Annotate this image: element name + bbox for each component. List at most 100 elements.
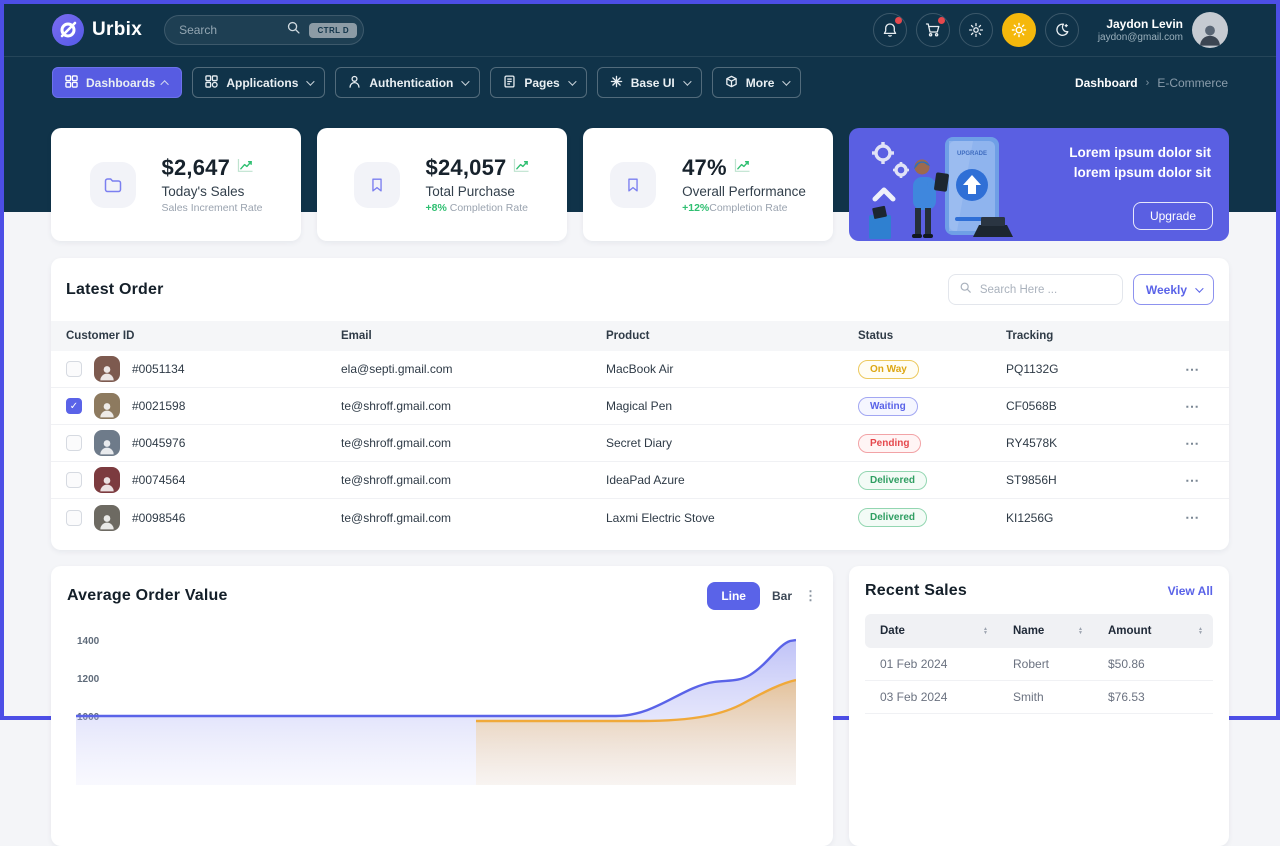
upgrade-illustration: UPGRADE (869, 137, 1013, 239)
tracking-code: CF0568B (1006, 399, 1057, 413)
order-table-row: #0045976 te@shroff.gmail.com Secret Diary P… (51, 425, 1229, 462)
sales-table-row: 01 Feb 2024 Robert $50.86 (865, 648, 1213, 681)
more-box-icon (725, 75, 738, 91)
row-actions-button[interactable]: ⋯ (1185, 509, 1200, 525)
notifications-button[interactable] (872, 13, 907, 47)
search-shortcut-badge: CTRL D (309, 22, 358, 38)
brand-logo[interactable]: Urbix (52, 14, 142, 46)
breadcrumb-dashboard[interactable]: Dashboard (1074, 75, 1138, 90)
bookmark-icon (353, 161, 400, 208)
upgrade-button[interactable]: Upgrade (1132, 202, 1213, 230)
row-actions-button[interactable]: ⋯ (1185, 434, 1200, 451)
average-order-value-card: Average Order Value Line Bar ⋮ 140012001… (51, 566, 833, 846)
nav-more[interactable]: More (711, 67, 802, 98)
row-checkbox[interactable] (66, 472, 82, 488)
col-tracking: Tracking (1006, 330, 1054, 342)
recent-sales-title: Recent Sales (865, 582, 968, 599)
sale-amount: $50.86 (1108, 657, 1145, 671)
customer-id: #0074564 (132, 473, 186, 487)
cart-dot (937, 17, 945, 24)
stat-label: Today's Sales (161, 184, 245, 199)
col-email: Email (341, 330, 372, 342)
user-name: Jaydon Levin (1106, 17, 1183, 31)
user-info[interactable]: Jaydon Levin jaydon@gmail.com (1098, 17, 1183, 43)
sort-icon[interactable]: ▲ ▼ (1198, 626, 1203, 636)
row-actions-button[interactable]: ⋯ (1185, 360, 1200, 377)
dashboards-grid-icon (65, 74, 78, 91)
dark-mode-toggle[interactable] (1044, 13, 1079, 47)
trend-up-icon (734, 158, 751, 178)
col-date[interactable]: Date ▲ ▼ (880, 625, 988, 637)
stat-value: $24,057 (425, 155, 507, 180)
sales-table-header: Date ▲ ▼ Name ▲ ▼ Amount ▲ ▼ (865, 614, 1213, 648)
nav-base-ui[interactable]: Base UI (596, 67, 702, 98)
latest-order-title: Latest Order (66, 280, 164, 298)
chart-toggle-bar[interactable]: Bar (771, 589, 792, 603)
customer-email: te@shroff.gmail.com (341, 436, 451, 450)
order-search[interactable] (947, 274, 1123, 305)
tracking-code: RY4578K (1006, 436, 1058, 450)
status-badge: Pending (858, 433, 922, 453)
row-checkbox[interactable]: ✓ (66, 398, 82, 414)
col-amount[interactable]: Amount ▲ ▼ (1108, 625, 1203, 637)
customer-id: #0098546 (132, 510, 186, 525)
customer-email: ela@septi.gmail.com (341, 362, 453, 376)
row-actions-button[interactable]: ⋯ (1185, 397, 1200, 414)
nav-authentication[interactable]: Authentication (335, 67, 481, 98)
stat-sublabel: +12%Completion Rate (682, 202, 788, 214)
chevron-down-icon (461, 76, 471, 86)
row-checkbox[interactable] (66, 509, 82, 526)
brand-name: Urbix (92, 19, 143, 40)
col-product: Product (606, 330, 650, 342)
search-icon (286, 20, 301, 40)
row-checkbox[interactable] (66, 361, 82, 377)
view-all-link[interactable]: View All (1167, 584, 1213, 598)
y-axis-tick: 1400 (77, 636, 100, 647)
page-content: $2,647 Today's Sales Sales Increment Rat… (4, 128, 1276, 846)
stat-sublabel: Sales Increment Rate (161, 202, 263, 214)
customer-avatar (94, 467, 120, 493)
light-mode-toggle[interactable] (1001, 13, 1036, 47)
sales-table-row: 03 Feb 2024 Smith $76.53 (865, 681, 1213, 714)
brand-logo-icon (52, 14, 84, 46)
search-icon (959, 281, 972, 299)
chevron-down-icon (782, 76, 792, 86)
global-search-input[interactable] (179, 23, 279, 37)
row-actions-button[interactable]: ⋯ (1185, 471, 1200, 488)
customer-avatar (94, 393, 120, 419)
nav-dashboards[interactable]: Dashboards (52, 67, 183, 98)
col-name[interactable]: Name ▲ ▼ (1013, 625, 1083, 637)
customer-avatar (94, 356, 120, 382)
sale-amount: $76.53 (1108, 690, 1145, 704)
area-chart (76, 638, 796, 785)
stat-value: 47% (682, 155, 727, 180)
main-menu: Dashboards Applications Authentication P… (4, 56, 1276, 108)
customer-id: #0045976 (132, 436, 186, 450)
y-axis-tick: 1200 (77, 674, 100, 685)
chevron-up-icon (160, 79, 170, 89)
chart-menu-button[interactable]: ⋮ (804, 587, 817, 603)
user-avatar[interactable] (1192, 12, 1228, 48)
stat-sublabel: +8% Completion Rate (425, 202, 528, 214)
customer-avatar (94, 504, 120, 531)
user-email: jaydon@gmail.com (1097, 32, 1183, 43)
period-filter-dropdown[interactable]: Weekly (1132, 274, 1214, 305)
order-table-row: #0051134 ela@septi.gmail.com MacBook Air On… (51, 351, 1229, 388)
order-search-input[interactable] (979, 283, 1112, 296)
customer-email: te@shroff.gmail.com (341, 510, 451, 525)
global-search[interactable]: CTRL D (164, 15, 365, 45)
nav-applications[interactable]: Applications (192, 67, 326, 98)
stat-card-todays-sales: $2,647 Today's Sales Sales Increment Rat… (51, 128, 301, 241)
chevron-down-icon (1195, 283, 1204, 293)
base-ui-icon (610, 75, 623, 91)
sort-icon[interactable]: ▲ ▼ (1078, 626, 1083, 636)
cart-button[interactable] (915, 13, 950, 47)
notification-dot (894, 17, 902, 24)
chart-toggle-line[interactable]: Line (707, 582, 760, 610)
row-checkbox[interactable] (66, 435, 82, 451)
customer-avatar (94, 430, 120, 456)
latest-order-rows: #0051134 ela@septi.gmail.com MacBook Air On… (51, 351, 1229, 536)
settings-button[interactable] (958, 13, 993, 47)
sort-icon[interactable]: ▲ ▼ (983, 626, 988, 636)
nav-pages[interactable]: Pages (490, 67, 587, 98)
